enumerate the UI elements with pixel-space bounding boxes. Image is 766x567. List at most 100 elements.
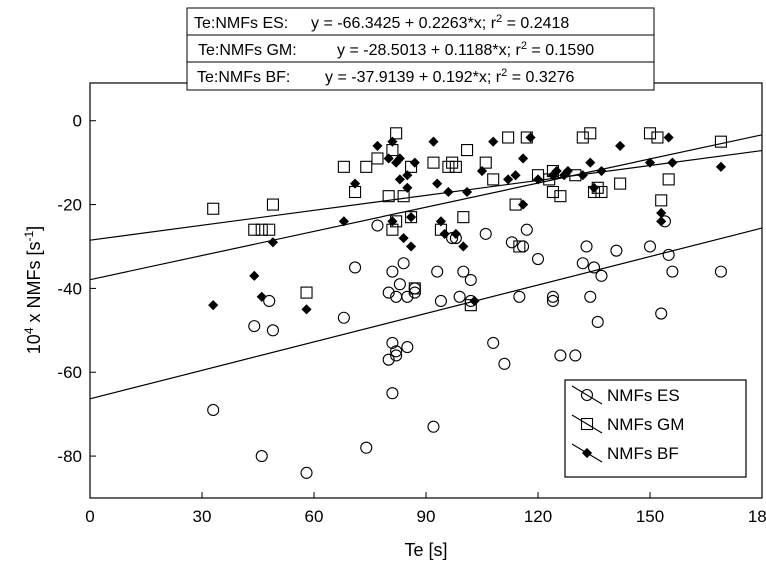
point-es — [643, 240, 657, 253]
regression-r2-exp: 2 — [521, 40, 527, 52]
regression-line-es — [89, 227, 763, 400]
point-bf — [394, 153, 405, 164]
legend-line-es — [571, 385, 603, 405]
point-es — [255, 450, 268, 463]
point-bf — [663, 132, 674, 143]
point-bf — [301, 304, 312, 315]
point-es — [453, 290, 466, 303]
point-gm — [576, 131, 589, 144]
point-es — [666, 265, 679, 278]
point-es — [266, 324, 279, 337]
point-gm — [584, 127, 597, 140]
point-es — [371, 219, 384, 232]
point-es — [595, 269, 608, 282]
point-gm — [595, 185, 608, 199]
x-tick-label: 30 — [193, 507, 212, 526]
point-bf — [503, 174, 514, 185]
point-bf — [208, 300, 219, 311]
point-bf — [715, 161, 726, 172]
point-gm — [614, 177, 627, 190]
y-axis-label: 104 x NMFs [s-1] — [22, 226, 44, 354]
point-es — [546, 290, 559, 303]
y-tick-label: -40 — [57, 279, 82, 298]
point-es — [513, 290, 526, 303]
regression-eq-gm: Te:NMFs GM: y = -28.5013 + 0.1188*x; r2 =… — [198, 40, 594, 59]
legend-line-gm — [571, 414, 603, 434]
regression-equation: y = -37.9139 + 0.192*x; r — [325, 69, 502, 86]
point-bf — [577, 170, 588, 181]
point-es — [349, 261, 362, 274]
y-label-exp: 4 — [22, 327, 36, 334]
y-tick-label: -20 — [57, 196, 82, 215]
point-bf — [267, 237, 278, 248]
point-gm — [662, 173, 675, 186]
point-bf — [398, 233, 409, 244]
point-gm — [382, 190, 395, 203]
point-es — [390, 345, 403, 358]
point-es — [610, 244, 623, 257]
point-gm — [266, 198, 279, 211]
point-bf — [462, 186, 473, 198]
point-es — [505, 236, 518, 249]
point-es — [546, 294, 559, 308]
regression-label: Te:NMFs ES: — [194, 15, 288, 32]
point-gm — [554, 190, 567, 203]
x-tick-label: 0 — [85, 507, 94, 526]
legend-marker-gm — [580, 417, 594, 431]
point-bf — [525, 132, 536, 143]
point-es — [360, 441, 373, 454]
point-gm — [207, 202, 220, 215]
point-es — [517, 240, 530, 253]
regression-r2-exp: 2 — [501, 67, 507, 79]
axes-layer: 0 30 60 90 120 150 180 0 -20 -40 -60 -80 — [57, 112, 766, 526]
point-bf — [249, 270, 260, 281]
regression-eq-bf: Te:NMFs BF: y = -37.9139 + 0.192*x; r2 = … — [197, 67, 575, 86]
point-bf — [667, 157, 678, 168]
point-es — [479, 227, 492, 240]
legend-label-bf: NMFs BF — [607, 444, 679, 463]
point-es — [662, 248, 675, 261]
legend-marker-es — [580, 388, 594, 402]
series-gm — [207, 127, 727, 312]
regression-equation: y = -28.5013 + 0.1188*x; r — [337, 42, 522, 59]
point-gm — [479, 156, 492, 169]
regression-eq-es: Te:NMFs ES: y = -66.3425 + 0.2263*x; r2 =… — [194, 13, 569, 32]
point-es — [427, 420, 440, 433]
regression-box-frame — [186, 7, 655, 91]
point-bf — [510, 170, 521, 181]
point-bf — [450, 228, 461, 239]
point-es — [337, 311, 350, 324]
y-tick-label: -80 — [57, 447, 82, 466]
regression-r2-value: = 0.2418 — [502, 15, 569, 32]
legend-items — [571, 385, 603, 463]
point-bf — [406, 241, 417, 252]
x-tick-label: 90 — [417, 507, 436, 526]
series-es — [207, 215, 727, 479]
point-es — [393, 278, 406, 291]
regression-r2-exp: 2 — [496, 13, 502, 25]
point-bf — [458, 241, 469, 252]
point-es — [397, 257, 410, 270]
point-bf — [615, 140, 626, 151]
regression-equations-box: Te:NMFs ES: y = -66.3425 + 0.2263*x; r2 =… — [186, 7, 655, 91]
x-tick-label: 180 — [748, 507, 766, 526]
point-gm — [487, 173, 500, 186]
point-gm — [255, 223, 268, 236]
point-gm — [408, 282, 421, 295]
point-gm — [405, 211, 418, 224]
point-es — [714, 265, 727, 278]
point-es — [464, 273, 477, 287]
point-gm — [263, 223, 276, 236]
point-es — [587, 261, 601, 274]
point-bf — [551, 165, 562, 177]
point-gm — [248, 223, 261, 236]
point-bf — [432, 178, 443, 189]
point-es — [207, 403, 220, 417]
y-tick-label: 0 — [73, 112, 82, 131]
point-es — [386, 336, 399, 349]
y-label-mid: x NMFs [s — [24, 241, 44, 327]
point-bf — [439, 228, 450, 239]
point-bf — [387, 216, 398, 227]
point-bf — [588, 182, 600, 193]
